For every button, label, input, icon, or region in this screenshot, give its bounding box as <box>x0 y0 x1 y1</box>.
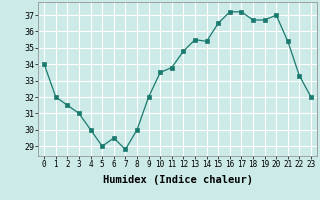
X-axis label: Humidex (Indice chaleur): Humidex (Indice chaleur) <box>103 175 252 185</box>
